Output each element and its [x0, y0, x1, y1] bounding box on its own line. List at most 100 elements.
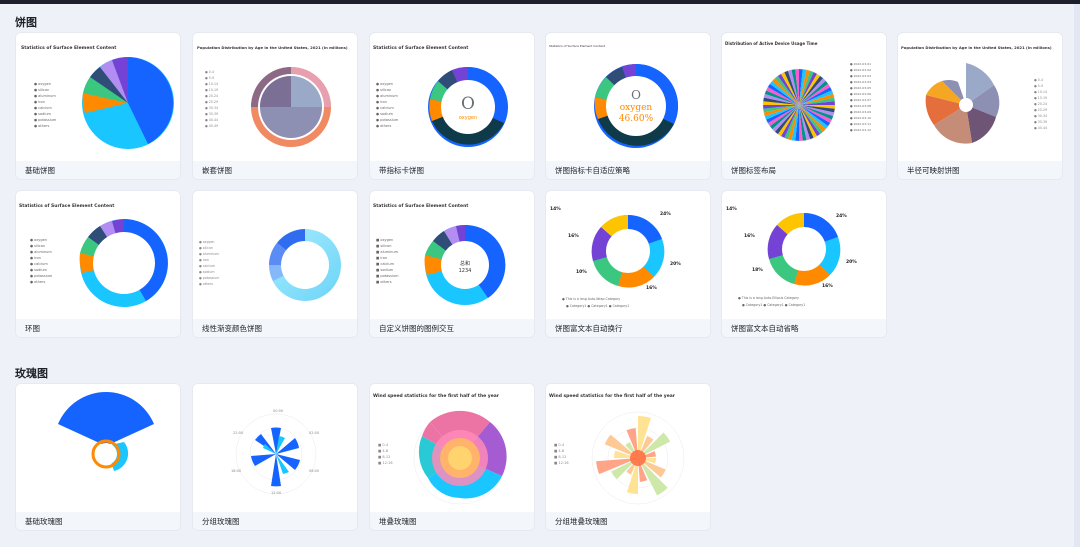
svg-text:■ 4-8: ■ 4-8: [554, 449, 564, 453]
svg-text:● others: ● others: [34, 124, 49, 128]
card-grouped-stacked-rose[interactable]: Wind speed statistics for the first half…: [545, 383, 711, 531]
card-nested-pie[interactable]: Population Distribution by Age in the Un…: [192, 32, 358, 180]
svg-text:12:00: 12:00: [271, 491, 281, 495]
card-grouped-rose[interactable]: 00:00 22:00 02:00 18:00 06:00 12:00 分组玫瑰图: [192, 383, 358, 531]
svg-text:Population Distribution by Age: Population Distribution by Age in the Un…: [901, 45, 1052, 50]
pie-slice: [795, 105, 799, 141]
pie-slice: [799, 75, 824, 105]
pie-slice: [799, 105, 835, 113]
pie-slice: [799, 105, 824, 135]
pie-slice: [799, 69, 803, 105]
card-label-layout-pie[interactable]: Distribution of Active Device Usage Time…: [721, 32, 887, 180]
thumbnail: Population Distribution by Age in the Un…: [898, 33, 1062, 161]
svg-text:00:00: 00:00: [273, 409, 283, 413]
rose-sector: [638, 458, 666, 478]
pie-slice: [799, 70, 814, 105]
pie-slice: [799, 73, 821, 105]
pie-slice: [767, 105, 799, 127]
svg-text:Statistics of Surface Element: Statistics of Surface Element Content: [19, 203, 115, 209]
rose-sector: [626, 458, 638, 494]
pie-slice: [799, 105, 817, 138]
svg-text:16%: 16%: [822, 283, 833, 289]
thumbnail: [16, 384, 180, 512]
card-radius-mapped-pie[interactable]: Population Distribution by Age in the Un…: [897, 32, 1063, 180]
pie-slice: [799, 93, 835, 105]
custom-legend-pie-chart: Statistics of Surface Element Content 总和…: [373, 203, 506, 305]
card-richtext-ellipsis-pie[interactable]: 14% 24% 16% 20% 18% 16% ● This is a long…: [721, 190, 887, 338]
pie-slice: [799, 101, 835, 105]
pie-slice: [777, 73, 799, 105]
rose-sector: [596, 458, 638, 475]
svg-text:20%: 20%: [670, 261, 681, 267]
svg-text:20%: 20%: [846, 259, 857, 265]
thumbnail: Statistics of Surface Element Content 总和…: [370, 191, 534, 319]
card-stacked-rose[interactable]: Wind speed statistics for the first half…: [369, 383, 535, 531]
pie-slice: [774, 105, 799, 135]
svg-text:● silicon: ● silicon: [376, 88, 391, 92]
pie-slice: [781, 72, 799, 105]
card-richtext-wrap-pie[interactable]: 14% 24% 16% 20% 10% 16% ● This is a long…: [545, 190, 711, 338]
pie-slice: [791, 105, 799, 141]
scrollbar-track[interactable]: [1074, 4, 1080, 547]
pie-slice: [763, 101, 799, 105]
donut-chart: Statistics of Surface Element Content ● …: [19, 203, 168, 307]
svg-text:■ 0-4: ■ 0-4: [554, 443, 565, 447]
svg-text:● potassium: ● potassium: [34, 118, 57, 122]
svg-text:24%: 24%: [660, 211, 671, 217]
pie-slice: [764, 105, 799, 120]
svg-text:● potassium: ● potassium: [376, 118, 399, 122]
svg-text:1234: 1234: [459, 268, 472, 274]
svg-text:18%: 18%: [752, 267, 763, 273]
svg-text:● sodium: ● sodium: [30, 268, 48, 272]
card-caption: 饼图富文本自动省略: [722, 319, 886, 337]
basic-pie-chart: Statistics of Surface Element Content ● …: [21, 45, 174, 149]
rose-sector: [626, 428, 638, 458]
pie-slice: [781, 105, 799, 138]
pie-slice: [777, 105, 799, 137]
card-caption: 堆叠玫瑰图: [370, 512, 534, 530]
card-basic-rose[interactable]: 基础玫瑰图: [15, 383, 181, 531]
card-adaptive-indicator-pie[interactable]: Statistics of Surface Element Content O …: [545, 32, 711, 180]
thumbnail: Population Distribution by Age in the Un…: [193, 33, 357, 161]
section-title-rose: 玫瑰图: [15, 367, 48, 380]
svg-text:● others: ● others: [199, 282, 213, 286]
pie-slice: [769, 80, 799, 105]
pie-slice: [784, 70, 799, 105]
svg-text:● aluminum: ● aluminum: [34, 94, 56, 98]
svg-text:● 30-34: ● 30-34: [205, 106, 218, 110]
pie-slice: [799, 90, 834, 105]
thumbnail: Statistics of Surface Element Content O …: [546, 33, 710, 161]
pie-slice: [799, 105, 832, 123]
svg-text:● others: ● others: [376, 124, 391, 128]
svg-text:● 10-14: ● 10-14: [1034, 90, 1047, 94]
pie-slice: [799, 87, 832, 105]
card-caption: 线性渐变颜色饼图: [193, 319, 357, 337]
pie-slice: [799, 80, 829, 105]
svg-text:● 2022-03-01: ● 2022-03-01: [850, 62, 871, 66]
svg-text:● 2022-03-03: ● 2022-03-03: [850, 74, 871, 78]
svg-text:● oxygen: ● oxygen: [34, 82, 51, 86]
card-caption: 基础玫瑰图: [16, 512, 180, 530]
svg-text:■ aluminum: ■ aluminum: [376, 250, 399, 254]
pie-slice: [763, 105, 799, 109]
card-custom-legend-pie[interactable]: Statistics of Surface Element Content 总和…: [369, 190, 535, 338]
rose-sector: [604, 434, 638, 458]
pie-slice: [799, 69, 811, 105]
svg-text:● sodium: ● sodium: [376, 112, 394, 116]
card-indicator-pie[interactable]: Statistics of Surface Element Content O …: [369, 32, 535, 180]
svg-text:■ 8-12: ■ 8-12: [378, 455, 390, 459]
svg-text:10%: 10%: [576, 269, 587, 275]
svg-text:● Category1 ● Category1 ● Cate: ● Category1 ● Category1 ● Category1: [742, 303, 805, 307]
card-basic-pie[interactable]: Statistics of Surface Element Content ● …: [15, 32, 181, 180]
pie-slice: [799, 105, 829, 130]
svg-text:■ oxygen: ■ oxygen: [376, 238, 393, 242]
pie-slice: [772, 105, 799, 132]
pie-slice: [787, 105, 799, 141]
svg-text:● 30-34: ● 30-34: [1034, 114, 1047, 118]
svg-text:● This is a long Auto-Wrap Cat: ● This is a long Auto-Wrap Category: [562, 297, 620, 301]
card-linear-gradient-pie[interactable]: ● oxygen ● silicon ● aluminum ● iron ● calci…: [192, 190, 358, 338]
svg-text:● others: ● others: [30, 280, 45, 284]
svg-text:Wind speed statistics for the: Wind speed statistics for the first half…: [549, 393, 676, 399]
card-donut[interactable]: Statistics of Surface Element Content ● …: [15, 190, 181, 338]
svg-text:● 2022-03-12: ● 2022-03-12: [850, 128, 871, 132]
